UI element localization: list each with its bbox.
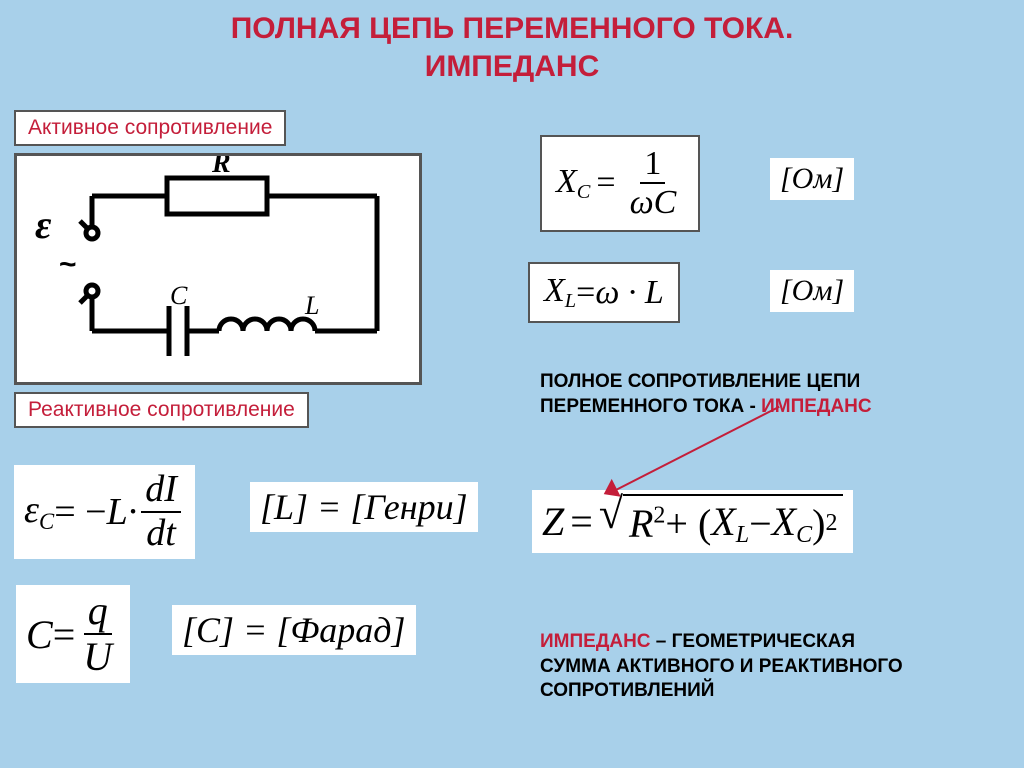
formula-emf: εC = − L· dI dt: [14, 465, 195, 559]
circuit-R: R: [211, 156, 231, 179]
formula-xc: XC = 1 ωC: [540, 135, 700, 232]
full-res-line2: ПЕРЕМЕННОГО ТОКА - ИМПЕДАНС: [540, 395, 872, 420]
circuit-C: C: [170, 281, 188, 310]
impedance-line3: СОПРОТИВЛЕНИЙ: [540, 679, 903, 704]
label-reactive: Реактивное сопротивление: [14, 392, 309, 428]
circuit-ac: ~: [59, 248, 77, 281]
title-line2: ИМПЕДАНС: [20, 48, 1004, 86]
impedance-line1: ИМПЕДАНС – ГЕОМЕТРИЧЕСКАЯ: [540, 630, 903, 655]
unit-ohm1: [Ом]: [770, 158, 854, 200]
label-active: Активное сопротивление: [14, 110, 286, 146]
slide-title: ПОЛНАЯ ЦЕПЬ ПЕРЕМЕННОГО ТОКА. ИМПЕДАНС: [0, 0, 1024, 87]
unit-L: [L] = [Генри]: [250, 482, 478, 532]
title-line1: ПОЛНАЯ ЦЕПЬ ПЕРЕМЕННОГО ТОКА.: [20, 10, 1004, 48]
formula-cap: C = q U: [16, 585, 130, 683]
circuit-emf: ε: [35, 202, 52, 247]
formula-z: Z = √ R2 + ( XL − XC )2: [532, 490, 853, 553]
text-impedance: ИМПЕДАНС – ГЕОМЕТРИЧЕСКАЯ СУММА АКТИВНОГ…: [540, 630, 903, 704]
circuit-diagram: R C L ε ~: [14, 153, 422, 385]
unit-ohm2: [Ом]: [770, 270, 854, 312]
circuit-L: L: [304, 291, 319, 320]
text-full-resistance: ПОЛНОЕ СОПРОТИВЛЕНИЕ ЦЕПИ ПЕРЕМЕННОГО ТО…: [540, 370, 872, 419]
formula-xl: XL = ω · L: [528, 262, 680, 323]
unit-C: [C] = [Фарад]: [172, 605, 416, 655]
circuit-svg: R C L ε ~: [17, 156, 419, 382]
impedance-line2: СУММА АКТИВНОГО И РЕАКТИВНОГО: [540, 655, 903, 680]
full-res-line1: ПОЛНОЕ СОПРОТИВЛЕНИЕ ЦЕПИ: [540, 370, 872, 395]
